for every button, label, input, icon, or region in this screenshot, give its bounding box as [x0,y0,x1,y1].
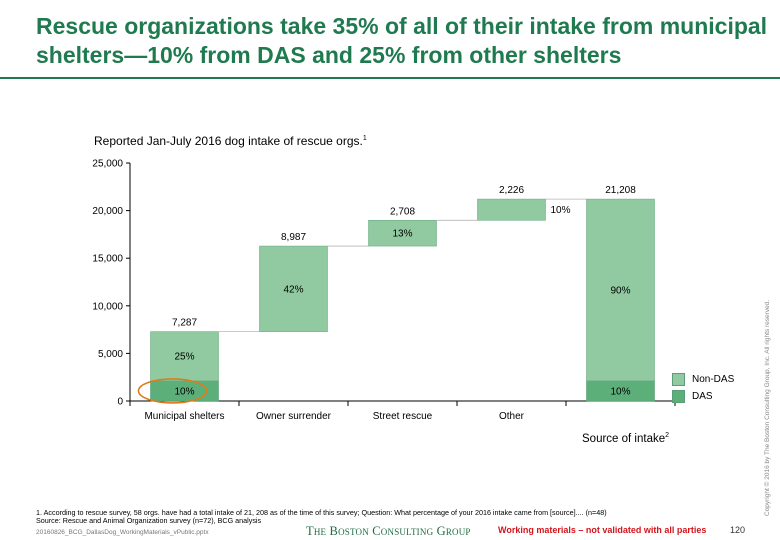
footnote-1: 1. According to rescue survey, 58 orgs. … [36,508,607,517]
bar-segment-non-das [586,198,655,382]
working-materials-disclaimer: Working materials – not validated with a… [498,525,707,535]
segment-label-das: 10% [174,386,194,397]
source-note: Source: Rescue and Animal Organization s… [36,516,262,525]
legend-item-das: DAS [672,388,734,404]
x-category-label: Other [499,411,525,422]
x-axis-caption: Source of intake2 [582,432,669,445]
segment-label-non-das: 10% [551,205,571,216]
x-axis-caption-text: Source of intake [582,432,666,445]
file-name: 20160826_BCG_DallasDog_WorkingMaterials_… [36,529,209,536]
legend-swatch-non-das [672,372,685,386]
copyright-notice: Copyright © 2016 by The Boston Consultin… [764,299,771,516]
x-category-label: Municipal shelters [144,411,224,422]
bar-total-label: 2,226 [499,185,524,196]
legend-swatch-das [672,389,685,403]
segment-label-non-das: 42% [283,284,303,295]
highlight-circle [137,378,208,404]
y-tick-label: 10,000 [92,301,123,312]
legend-label-das: DAS [692,390,713,402]
y-tick-label: 20,000 [92,206,123,217]
y-tick-label: 15,000 [92,254,123,265]
y-tick-label: 5,000 [98,349,123,360]
legend-item-non-das: Non-DAS [672,371,734,387]
x-axis-caption-footnote-marker: 2 [665,432,670,439]
bar-segment-non-das [150,331,219,382]
title-divider [0,77,780,79]
bcg-logo-text: The Boston Consulting Group [306,524,471,538]
bar-total-label: 2,708 [390,206,415,217]
bar-total-label: 8,987 [281,232,306,243]
segment-label-non-das: 25% [174,352,194,363]
x-category-label: Owner surrender [256,411,332,422]
bcg-logo: The Boston Consulting Group [306,524,471,539]
bar-total-label: 21,208 [605,185,636,196]
page-number: 120 [730,525,746,535]
bar-total-label: 7,287 [172,318,197,329]
footnotes: 1. According to rescue survey, 58 orgs. … [36,509,686,525]
chart-title: Reported Jan-July 2016 dog intake of res… [94,134,367,148]
chart-title-footnote-marker: 1 [362,135,367,142]
x-category-label: Street rescue [373,411,433,422]
legend-label-non-das: Non-DAS [692,373,735,385]
segment-label-non-das: 13% [392,229,412,240]
chart-title-text: Reported Jan-July 2016 dog intake of res… [94,134,363,148]
segment-label-das: 10% [610,386,630,397]
y-tick-label: 25,000 [92,159,123,170]
bar-segment-non-das [259,245,328,332]
segment-label-non-das: 90% [610,285,630,296]
bar-segment-non-das [477,198,546,221]
chart-legend: Non-DAS DAS [672,371,734,405]
slide-title: Rescue organizations take 35% of all of … [36,13,768,68]
y-tick-label: 0 [117,397,123,408]
bar-segment-non-das [368,219,437,247]
